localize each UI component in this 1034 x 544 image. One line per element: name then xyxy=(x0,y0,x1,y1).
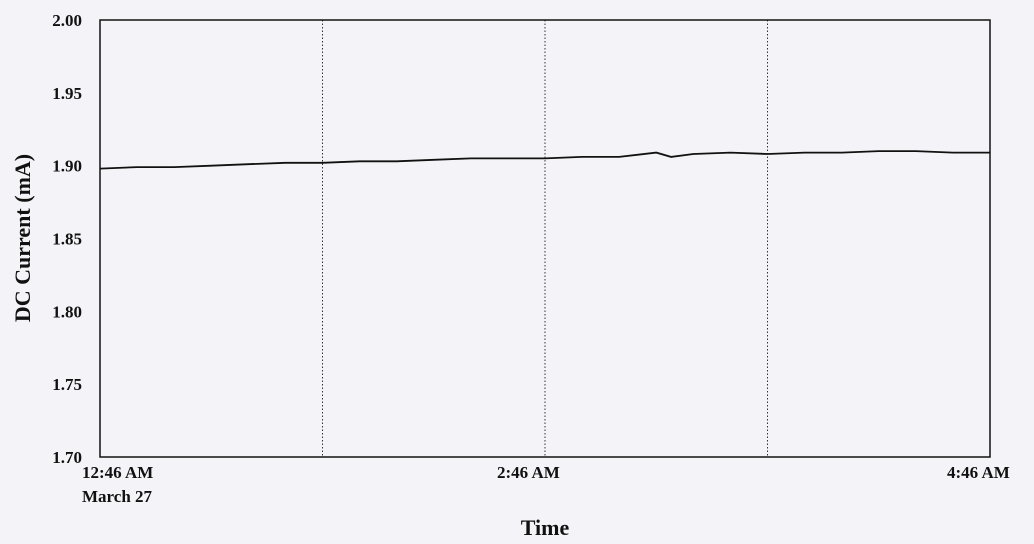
y-axis-ticks: 1.70 1.75 1.80 1.85 1.90 1.95 2.00 xyxy=(52,11,82,467)
y-tick-label: 1.80 xyxy=(52,302,82,321)
x-tick-label: 4:46 AM xyxy=(947,463,1010,482)
y-axis-title: DC Current (mA) xyxy=(10,154,35,322)
x-tick-sublabel: March 27 xyxy=(82,487,153,506)
x-axis-ticks: 12:46 AM March 27 2:46 AM 4:46 AM xyxy=(82,463,1010,506)
series-layer xyxy=(99,150,990,170)
y-tick-label: 1.75 xyxy=(52,375,82,394)
y-tick-label: 1.95 xyxy=(52,84,82,103)
y-tick-label: 1.70 xyxy=(52,448,82,467)
x-tick-label: 12:46 AM xyxy=(82,463,153,482)
y-tick-label: 1.85 xyxy=(52,230,82,249)
plot-frame xyxy=(99,19,991,458)
x-tick-label: 2:46 AM xyxy=(497,463,560,482)
x-axis-title: Time xyxy=(521,515,570,540)
series-line xyxy=(99,150,990,170)
y-tick-label: 2.00 xyxy=(52,11,82,30)
grid-layer xyxy=(322,20,768,457)
y-tick-label: 1.90 xyxy=(52,157,82,176)
